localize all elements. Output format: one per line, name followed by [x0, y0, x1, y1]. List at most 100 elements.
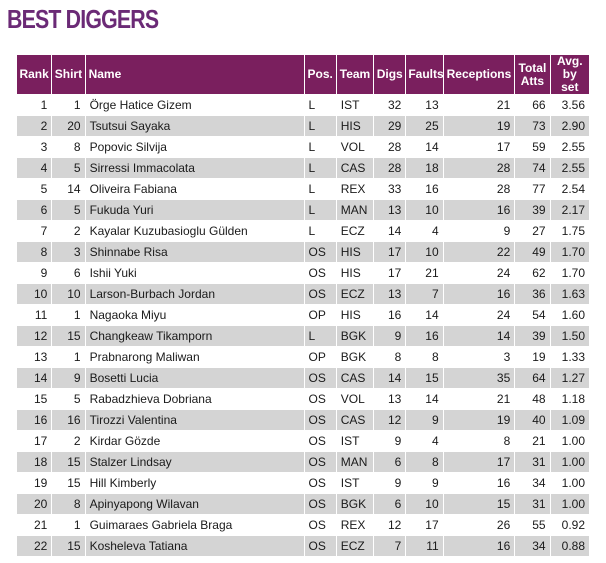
col-header-total-atts-line1: Total — [518, 60, 547, 75]
cell-team: MAN — [336, 452, 374, 472]
cell-total-atts: 66 — [515, 95, 550, 115]
cell-shirt: 10 — [52, 284, 85, 304]
cell-rank: 10 — [17, 284, 52, 304]
cell-faults: 16 — [406, 179, 443, 199]
cell-pos: L — [304, 200, 336, 220]
cell-team: ECZ — [336, 536, 374, 556]
cell-name: Prabnarong Maliwan — [85, 347, 304, 367]
col-header-digs[interactable]: Digs — [374, 55, 406, 94]
cell-rank: 4 — [17, 158, 52, 178]
cell-avg: 1.27 — [550, 368, 589, 388]
cell-total-atts: 31 — [515, 494, 550, 514]
col-header-faults[interactable]: Faults — [406, 55, 444, 94]
cell-shirt: 16 — [52, 410, 85, 430]
cell-team: CAS — [336, 158, 374, 178]
cell-digs: 12 — [374, 515, 406, 535]
cell-name: Ishii Yuki — [85, 263, 304, 283]
cell-pos: OS — [304, 452, 336, 472]
cell-name: Stalzer Lindsay — [85, 452, 304, 472]
table-row: 3 8 Popovic Silvija L VOL 28 14 17 59 2.55 — [17, 137, 589, 157]
table-row: 13 1 Prabnarong Maliwan OP BGK 8 8 3 19 1.33 — [17, 347, 589, 367]
cell-name: Sirressi Immacolata — [85, 158, 304, 178]
table-row: 10 10 Larson-Burbach Jordan OS ECZ 13 7 16 36 1.6… — [17, 284, 589, 304]
col-header-pos[interactable]: Pos. — [304, 55, 336, 94]
cell-shirt: 5 — [52, 158, 85, 178]
cell-avg: 1.09 — [550, 410, 589, 430]
cell-receptions: 24 — [443, 263, 515, 283]
cell-name: Rabadzhieva Dobriana — [85, 389, 304, 409]
cell-faults: 25 — [406, 116, 443, 136]
cell-pos: OS — [304, 368, 336, 388]
cell-digs: 9 — [374, 431, 406, 451]
cell-total-atts: 54 — [515, 305, 550, 325]
cell-pos: L — [304, 326, 336, 346]
cell-faults: 10 — [406, 200, 443, 220]
cell-pos: OS — [304, 473, 336, 493]
cell-total-atts: 39 — [515, 200, 550, 220]
cell-digs: 14 — [374, 221, 406, 241]
cell-avg: 1.00 — [550, 431, 589, 451]
cell-faults: 9 — [406, 473, 443, 493]
cell-total-atts: 73 — [515, 116, 550, 136]
cell-digs: 32 — [374, 95, 406, 115]
cell-team: HIS — [336, 116, 374, 136]
cell-pos: OS — [304, 431, 336, 451]
cell-faults: 9 — [406, 410, 443, 430]
cell-rank: 6 — [17, 200, 52, 220]
cell-shirt: 15 — [52, 473, 85, 493]
col-header-receptions[interactable]: Receptions — [443, 55, 515, 94]
col-header-rank[interactable]: Rank — [17, 55, 52, 94]
cell-digs: 13 — [374, 389, 406, 409]
col-header-name[interactable]: Name — [85, 55, 304, 94]
cell-receptions: 21 — [443, 95, 515, 115]
cell-receptions: 19 — [443, 116, 515, 136]
col-header-shirt[interactable]: Shirt — [52, 55, 85, 94]
col-header-team[interactable]: Team — [336, 55, 374, 94]
cell-rank: 18 — [17, 452, 52, 472]
cell-digs: 17 — [374, 242, 406, 262]
cell-total-atts: 34 — [515, 536, 550, 556]
cell-rank: 20 — [17, 494, 52, 514]
cell-team: BGK — [336, 326, 374, 346]
cell-total-atts: 21 — [515, 431, 550, 451]
col-header-total-atts[interactable]: Total Atts — [515, 55, 550, 94]
cell-pos: OS — [304, 515, 336, 535]
cell-name: Changkeaw Tikamporn — [85, 326, 304, 346]
cell-shirt: 3 — [52, 242, 85, 262]
cell-digs: 28 — [374, 137, 406, 157]
table-row: 9 6 Ishii Yuki OS HIS 17 21 24 62 1.70 — [17, 263, 589, 283]
cell-avg: 1.00 — [550, 494, 589, 514]
table-row: 19 15 Hill Kimberly OS IST 9 9 16 34 1.00 — [17, 473, 589, 493]
cell-team: REX — [336, 179, 374, 199]
table-row: 20 8 Apinyapong Wilavan OS BGK 6 10 15 31 1.00 — [17, 494, 589, 514]
cell-team: IST — [336, 431, 374, 451]
cell-avg: 1.00 — [550, 452, 589, 472]
cell-avg: 0.92 — [550, 515, 589, 535]
cell-team: ECZ — [336, 221, 374, 241]
cell-digs: 8 — [374, 347, 406, 367]
cell-name: Hill Kimberly — [85, 473, 304, 493]
cell-pos: L — [304, 158, 336, 178]
cell-name: Bosetti Lucia — [85, 368, 304, 388]
cell-faults: 8 — [406, 347, 443, 367]
cell-receptions: 16 — [443, 473, 515, 493]
cell-receptions: 16 — [443, 284, 515, 304]
cell-avg: 2.54 — [550, 179, 589, 199]
cell-faults: 16 — [406, 326, 443, 346]
cell-pos: OS — [304, 242, 336, 262]
best-diggers-table: Rank Shirt Name Pos. Team Digs Faults Re… — [16, 54, 590, 557]
cell-receptions: 22 — [443, 242, 515, 262]
cell-name: Oliveira Fabiana — [85, 179, 304, 199]
cell-digs: 12 — [374, 410, 406, 430]
cell-pos: OS — [304, 536, 336, 556]
cell-team: IST — [336, 95, 374, 115]
table-row: 2 20 Tsutsui Sayaka L HIS 29 25 19 73 2.90 — [17, 116, 589, 136]
cell-receptions: 21 — [443, 389, 515, 409]
cell-avg: 3.56 — [550, 95, 589, 115]
col-header-avg[interactable]: Avg. by set — [550, 55, 589, 94]
cell-pos: L — [304, 179, 336, 199]
cell-shirt: 5 — [52, 389, 85, 409]
cell-rank: 9 — [17, 263, 52, 283]
cell-name: Shinnabe Risa — [85, 242, 304, 262]
cell-rank: 12 — [17, 326, 52, 346]
